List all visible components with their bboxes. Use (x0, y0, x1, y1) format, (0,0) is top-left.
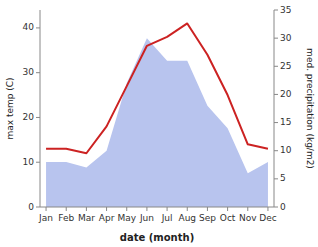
right-axis-line (274, 10, 275, 207)
x-tick (146, 207, 147, 211)
x-tick (227, 207, 228, 211)
y-tick-label: 30 (23, 67, 35, 77)
x-axis-label: date (month) (120, 232, 194, 243)
y-tick (36, 72, 40, 73)
y-tick-label: 40 (23, 22, 35, 32)
y2-tick-label: 5 (280, 173, 286, 183)
y2-tick-label: 25 (280, 61, 291, 71)
x-tick-label: May (117, 213, 136, 223)
y2-tick (274, 122, 278, 123)
x-tick-label: Oct (220, 213, 236, 223)
x-axis-line (40, 207, 274, 208)
x-tick-label: Dec (259, 213, 276, 223)
x-tick (86, 207, 87, 211)
y-tick-label: 0 (28, 202, 34, 212)
x-tick-label: Feb (58, 213, 74, 223)
y-tick-label: 10 (23, 157, 35, 167)
y-axis-label: max temp (C) (5, 77, 15, 139)
x-tick-label: Aug (178, 213, 196, 223)
y2-tick (274, 94, 278, 95)
y2-tick-label: 0 (280, 202, 286, 212)
temperature-line (46, 23, 268, 153)
x-tick (267, 207, 268, 211)
y2-tick-label: 10 (280, 145, 292, 155)
x-tick (207, 207, 208, 211)
x-tick (167, 207, 168, 211)
x-tick-label: Apr (99, 213, 115, 223)
y-tick-label: 20 (23, 112, 35, 122)
y2-axis-label: med. precipitation (kg/m2) (305, 48, 315, 169)
y2-tick-label: 30 (280, 33, 292, 43)
x-tick-label: Nov (239, 213, 257, 223)
x-tick-label: Jun (139, 213, 154, 223)
x-tick-label: Jul (161, 213, 173, 223)
left-axis-line (40, 10, 41, 207)
y2-tick (274, 66, 278, 67)
y2-tick (274, 207, 278, 208)
y2-tick-label: 15 (280, 117, 291, 127)
y2-tick-label: 35 (280, 5, 291, 15)
x-tick (46, 207, 47, 211)
y2-tick (274, 38, 278, 39)
x-tick-label: Mar (78, 213, 95, 223)
precipitation-area (46, 38, 268, 207)
y-tick (36, 162, 40, 163)
x-tick (66, 207, 67, 211)
y-tick (36, 207, 40, 208)
chart: 01020304005101520253035JanFebMarAprMayJu… (0, 0, 318, 247)
x-tick (126, 207, 127, 211)
chart-container: 01020304005101520253035JanFebMarAprMayJu… (0, 0, 318, 247)
plot-area (46, 23, 268, 207)
x-tick (106, 207, 107, 211)
axes: 01020304005101520253035JanFebMarAprMayJu… (23, 5, 292, 224)
y2-tick (274, 10, 278, 11)
x-tick-label: Sep (199, 213, 216, 223)
y-tick (36, 27, 40, 28)
x-tick-label: Jan (38, 213, 53, 223)
y2-tick (274, 150, 278, 151)
y-tick (36, 117, 40, 118)
x-tick (187, 207, 188, 211)
x-tick (247, 207, 248, 211)
y2-tick (274, 178, 278, 179)
y2-tick-label: 20 (280, 89, 292, 99)
